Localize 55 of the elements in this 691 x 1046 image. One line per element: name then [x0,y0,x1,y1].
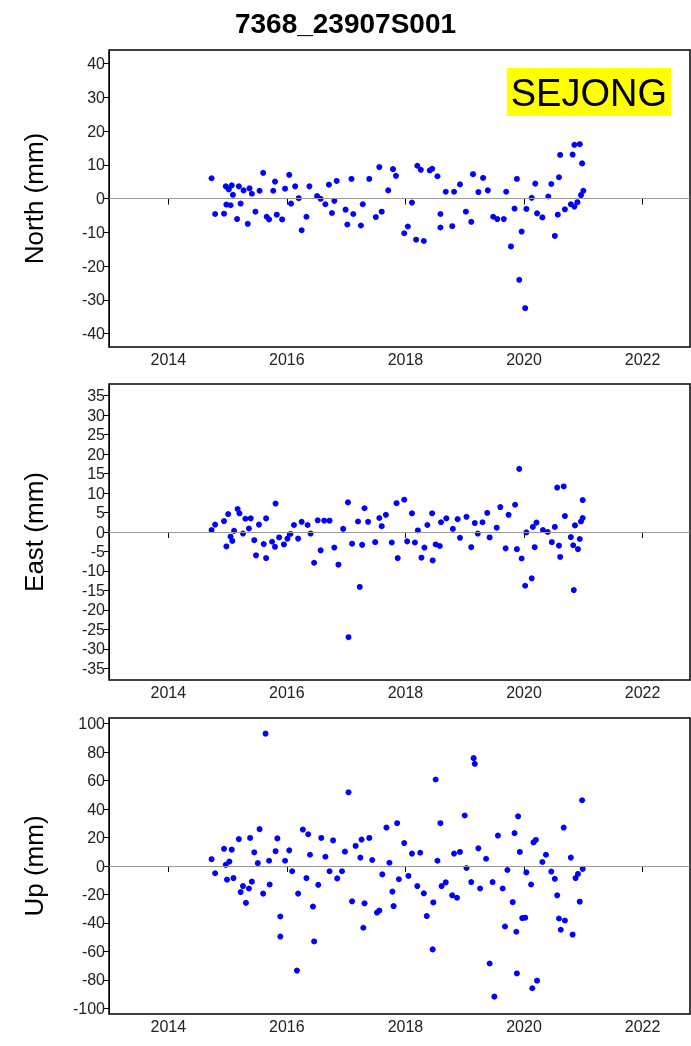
y-axis-title: Up (mm) [19,815,49,917]
y-axis-title: East (mm) [19,472,49,592]
x-tick-label: 2018 [387,350,424,368]
x-tick-label: 2018 [387,683,424,701]
y-tick-label: -40 [81,325,106,342]
y-tick-label: 30 [87,88,106,106]
y-tick-label: 0 [96,523,106,541]
y-tick-label: 0 [96,190,106,207]
y-tick-label: -10 [81,562,106,580]
y-tick-label: 20 [87,445,106,463]
y-tick-label: -20 [81,885,106,903]
y-tick-label: -30 [81,291,106,309]
y-tick-label: 100 [78,715,106,733]
y-tick-label: 5 [96,504,106,522]
y-tick-label: -20 [81,257,106,275]
y-tick-label: -15 [81,581,106,599]
x-tick-label: 2020 [506,350,542,368]
x-tick-label: 2016 [269,1017,305,1035]
y-tick-label: -35 [81,659,106,677]
y-tick-label: -40 [81,914,106,932]
y-tick-label: -60 [81,942,106,960]
x-tick-label: 2014 [150,683,187,701]
y-tick-label: 30 [87,406,106,424]
y-tick-label: 10 [87,484,106,502]
x-tick-label: 2020 [506,683,542,701]
x-tick-label: 2016 [269,683,305,701]
y-tick-label: 60 [87,772,106,790]
y-tick-label: 40 [87,800,106,818]
y-tick-label: -10 [81,223,106,241]
y-tick-label: -100 [72,999,106,1017]
y-tick-label: 80 [87,743,106,761]
y-tick-label: -25 [81,620,106,638]
y-tick-label: 35 [87,387,106,405]
x-tick-label: 2022 [624,1017,661,1035]
x-tick-label: 2020 [506,1017,542,1035]
y-tick-label: 10 [87,156,106,174]
x-tick-label: 2014 [150,1017,187,1035]
y-tick-label: 15 [87,465,106,483]
y-tick-label: -5 [90,542,106,560]
y-tick-label: 25 [87,426,106,444]
x-tick-label: 2022 [624,350,661,368]
y-tick-label: -30 [81,640,106,658]
y-tick-label: 0 [96,857,106,875]
x-tick-label: 2022 [624,683,661,701]
y-tick-label: -20 [81,601,106,619]
annotation: SEJONG [510,72,667,114]
y-tick-label: 20 [87,829,106,847]
y-tick-label: -80 [81,971,106,989]
x-tick-label: 2016 [269,350,305,368]
x-tick-label: 2014 [150,350,187,368]
y-tick-label: 20 [87,122,106,140]
y-tick-label: 40 [87,55,106,72]
y-axis-title: North (mm) [19,132,49,265]
chart-title: 7368_23907S001 [234,7,457,39]
x-tick-label: 2018 [387,1017,424,1035]
